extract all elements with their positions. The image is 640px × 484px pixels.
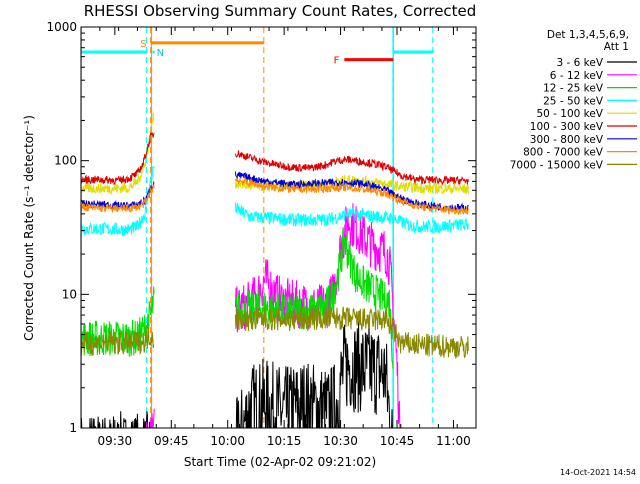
night-marker-label: N — [157, 48, 164, 59]
series-7000-15000-kevline — [81, 306, 469, 359]
y-tick-label-3: 1000 — [46, 20, 77, 34]
x-tick-label-0: 09:30 — [98, 434, 133, 448]
series-segment-5-1 — [234, 150, 469, 186]
flare-marker-label: F — [334, 56, 340, 67]
series-segment-3-1 — [234, 202, 469, 234]
legend-label-4: 50 - 100 keV — [536, 108, 603, 120]
x-tick-label-3: 10:15 — [267, 434, 302, 448]
legend-label-6: 300 - 800 keV — [530, 134, 604, 146]
x-tick-label-5: 10:45 — [380, 434, 415, 448]
x-tick-label-1: 09:45 — [154, 434, 189, 448]
series-segment-8-1 — [234, 306, 469, 359]
series-segment-7-0 — [81, 184, 155, 214]
series-segment-0-1 — [235, 320, 393, 428]
chart-title: RHESSI Observing Summary Count Rates, Co… — [84, 2, 477, 20]
series-segment-1-0 — [145, 408, 155, 428]
x-tick-label-6: 11:00 — [436, 434, 471, 448]
legend-label-8: 7000 - 15000 keV — [510, 159, 604, 171]
y-tick-label-0: 1 — [69, 421, 77, 435]
legend-label-5: 100 - 300 keV — [530, 121, 604, 133]
legend-label-2: 12 - 25 keV — [543, 83, 604, 95]
legend-label-0: 3 - 6 keV — [556, 57, 603, 69]
series-segment-0-0 — [81, 411, 153, 428]
series-3-6-kevline — [81, 320, 393, 428]
series-segment-3-0 — [81, 165, 155, 237]
series-800-7000-kevline — [81, 177, 469, 216]
legend-label-3: 25 - 50 keV — [543, 95, 604, 107]
y-tick-label-2: 100 — [54, 154, 77, 168]
series-segment-6-1 — [234, 171, 469, 214]
x-axis: 09:30 09:45 10:00 10:15 10:30 10:45 11:00 — [80, 27, 477, 448]
series-segment-1-1 — [235, 203, 401, 428]
y-tick-label-1: 10 — [62, 287, 77, 301]
series-segment-8-0 — [81, 326, 155, 356]
series-segment-7-1 — [234, 177, 469, 216]
legend-label-1: 6 - 12 keV — [550, 70, 604, 82]
series-segment-5-0 — [81, 131, 155, 186]
saa-marker-label: S — [140, 39, 146, 50]
y-axis: 1 10 100 1000 — [46, 20, 476, 435]
y-axis-label: Corrected Count Rate (s⁻¹ detector⁻¹) — [22, 115, 36, 341]
legend-label-7: 800 - 7000 keV — [523, 147, 604, 159]
series-6-12-kevline — [145, 203, 401, 428]
legend-header-0: Det 1,3,4,5,6,9, — [547, 29, 629, 41]
x-axis-label: Start Time (02-Apr-02 09:21:02) — [184, 455, 376, 469]
series-25-50-kevline — [81, 165, 469, 237]
x-tick-label-2: 10:00 — [210, 434, 245, 448]
series-100-300-kevline — [81, 131, 469, 186]
generation-timestamp: 14-Oct-2021 14:54 — [560, 468, 636, 477]
legend-header-1: Att 1 — [604, 41, 629, 53]
x-tick-label-4: 10:30 — [323, 434, 358, 448]
plot-frame — [80, 26, 477, 429]
series-segment-4-0 — [81, 112, 155, 196]
